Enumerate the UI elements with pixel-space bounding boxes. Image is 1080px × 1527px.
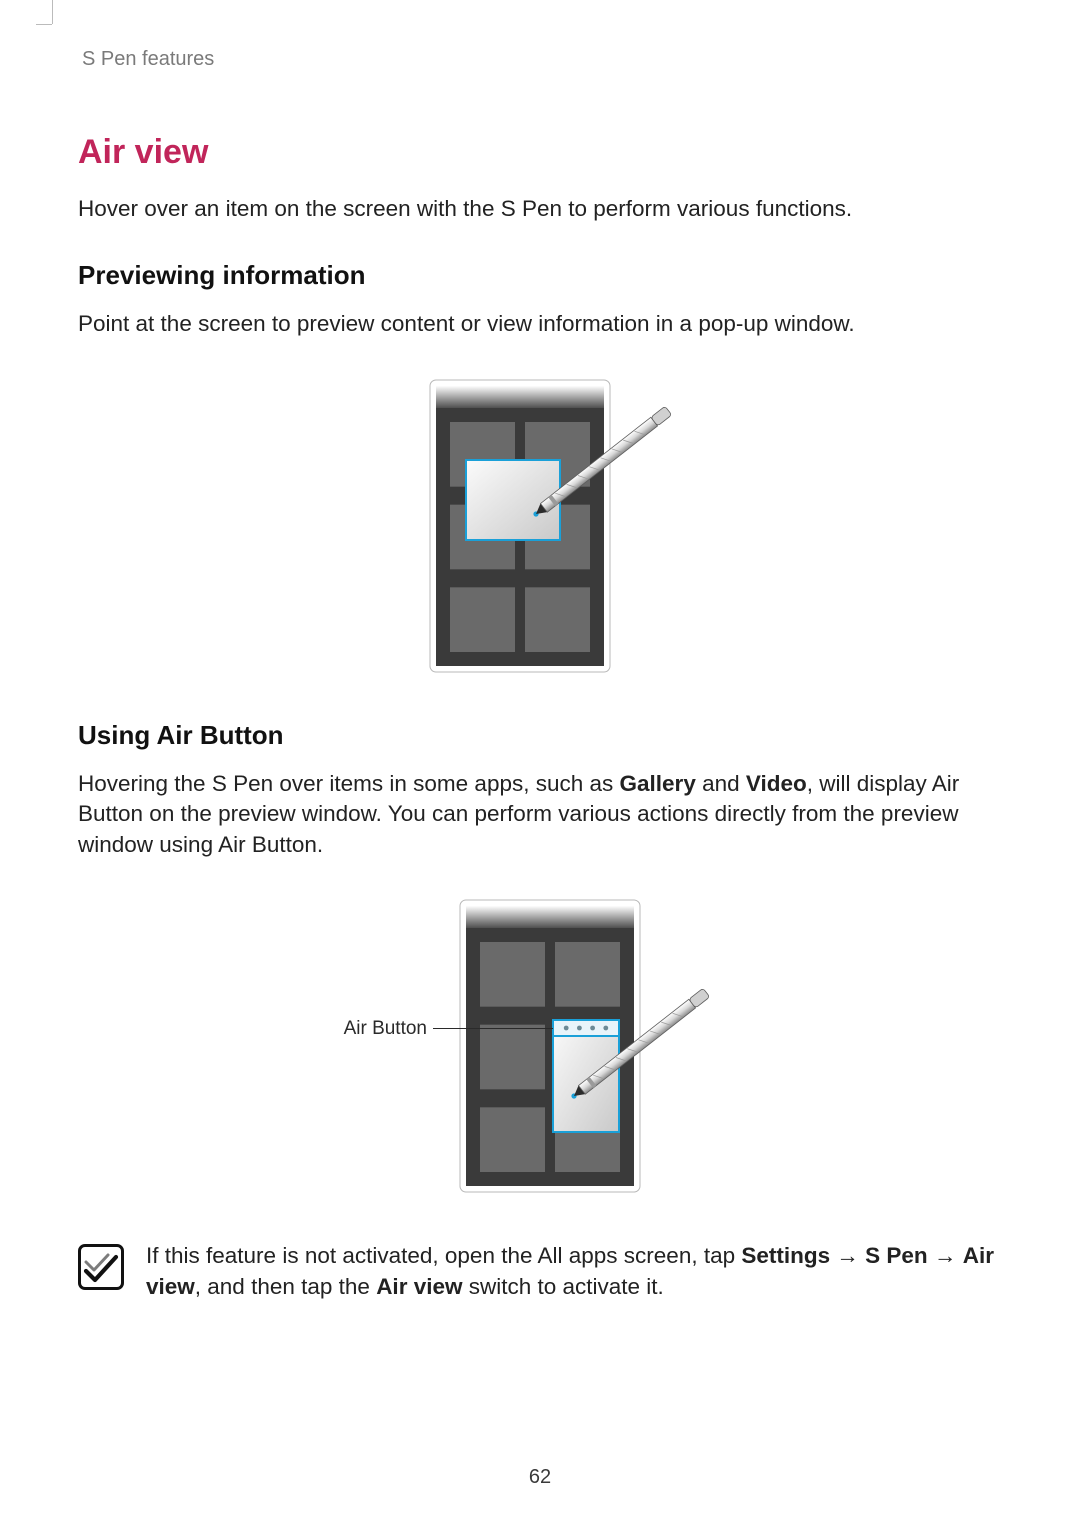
figure-previewing [78,376,1002,676]
text-fragment: Hovering the S Pen over items in some ap… [78,771,620,796]
callout-label: Air Button [344,1018,427,1040]
subhead-previewing: Previewing information [78,260,1002,291]
note-text: If this feature is not activated, open t… [146,1240,1002,1302]
text-fragment: switch to activate it. [462,1274,663,1299]
bold-spen: S Pen [865,1243,928,1268]
bold-gallery: Gallery [620,771,696,796]
section-title: Air view [78,133,1002,172]
text-fragment: and [696,771,746,796]
figure2-svg [350,896,730,1196]
arrow-icon: → [928,1243,963,1268]
note-icon [78,1244,124,1290]
text-fragment: If this feature is not activated, open t… [146,1243,741,1268]
figure1-svg [360,376,720,676]
bold-settings: Settings [741,1243,830,1268]
note-block: If this feature is not activated, open t… [78,1240,1002,1302]
document-page: S Pen features Air view Hover over an it… [0,0,1080,1527]
callout-airbutton: Air Button [344,1018,553,1040]
page-number: 62 [0,1466,1080,1489]
crop-mark-vertical [52,0,53,24]
body-airbutton: Hovering the S Pen over items in some ap… [78,769,1002,860]
body-previewing: Point at the screen to preview content o… [78,309,1002,339]
subhead-airbutton: Using Air Button [78,720,1002,751]
bold-airview2: Air view [376,1274,462,1299]
callout-line [433,1028,553,1029]
arrow-icon: → [830,1243,865,1268]
crop-mark-horizontal [36,24,52,25]
running-header: S Pen features [82,48,1002,71]
figure-airbutton: Air Button [78,896,1002,1196]
text-fragment: , and then tap the [195,1274,376,1299]
section-intro: Hover over an item on the screen with th… [78,194,1002,224]
bold-video: Video [746,771,807,796]
